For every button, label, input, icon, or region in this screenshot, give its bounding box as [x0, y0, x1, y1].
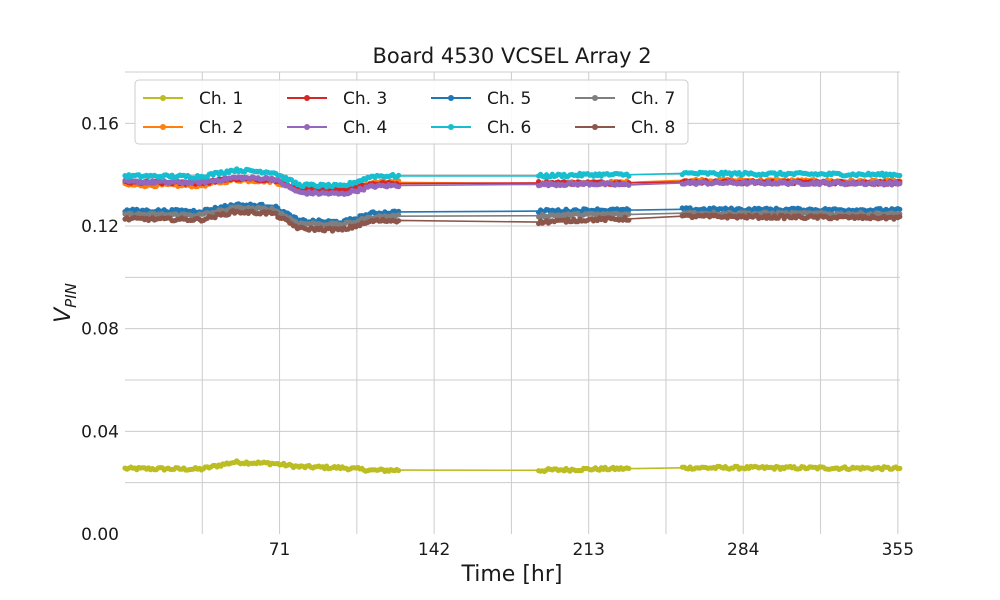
y-axis-label-subscript: PIN: [62, 283, 80, 308]
data-point: [897, 172, 903, 179]
legend-marker: [592, 124, 598, 130]
data-point: [396, 212, 402, 218]
data-point: [897, 206, 903, 212]
x-axis-label: Time [hr]: [461, 562, 563, 587]
legend-marker: [592, 95, 598, 101]
tick-labels: 71 142 213 284 355 0.00 0.04 0.08 0.12 0.16: [81, 114, 914, 560]
x-tick-label: 213: [572, 540, 604, 560]
x-tick-label: 284: [727, 540, 759, 560]
legend-label: Ch. 7: [631, 89, 675, 109]
plot-area: [125, 72, 900, 534]
x-tick-label: 71: [269, 540, 291, 560]
data-point: [396, 172, 402, 178]
legend-label: Ch. 8: [631, 118, 675, 138]
y-axis-label: VPIN: [51, 283, 80, 323]
series-ch-6: [122, 166, 903, 190]
y-axis-label-main: V: [51, 306, 76, 323]
legend-label: Ch. 3: [343, 89, 387, 109]
series-ch-4: [122, 174, 903, 197]
data-point: [626, 217, 632, 223]
data-point: [396, 184, 402, 190]
x-tick-label: 355: [882, 540, 914, 560]
series-ch-8: [122, 208, 903, 234]
data-point: [396, 467, 402, 474]
chart-title: Board 4530 VCSEL Array 2: [372, 44, 651, 68]
legend: Ch. 1 Ch. 2 Ch. 3 Ch. 4 Ch. 5 Ch. 6 Ch. 7 Ch. 8: [134, 79, 689, 145]
data-point: [273, 210, 279, 216]
data-point: [626, 173, 632, 179]
series-layer: [122, 166, 903, 474]
legend-label: Ch. 2: [199, 118, 243, 138]
data-point: [897, 181, 903, 187]
data-point: [626, 211, 632, 217]
y-tick-label: 0.04: [81, 422, 119, 442]
data-point: [396, 218, 402, 224]
data-point: [626, 207, 632, 213]
legend-box: [134, 79, 689, 145]
legend-marker: [448, 124, 454, 130]
x-tick-label: 142: [418, 540, 450, 560]
y-tick-label: 0.00: [81, 525, 119, 545]
data-point: [626, 465, 632, 472]
y-tick-label: 0.08: [81, 320, 119, 340]
legend-label: Ch. 1: [199, 89, 243, 109]
legend-marker: [304, 95, 310, 101]
legend-marker: [304, 124, 310, 130]
legend-marker: [448, 95, 454, 101]
grid-lines: [125, 71, 900, 534]
y-tick-label: 0.16: [81, 114, 119, 134]
y-tick-label: 0.12: [81, 217, 119, 237]
data-point: [897, 465, 903, 471]
data-point: [897, 214, 903, 220]
legend-marker: [160, 95, 166, 101]
legend-label: Ch. 5: [487, 89, 531, 109]
legend-marker: [160, 124, 166, 130]
legend-label: Ch. 6: [487, 118, 531, 138]
data-point: [626, 182, 632, 188]
legend-label: Ch. 4: [343, 118, 387, 138]
series-ch-1: [122, 458, 903, 474]
